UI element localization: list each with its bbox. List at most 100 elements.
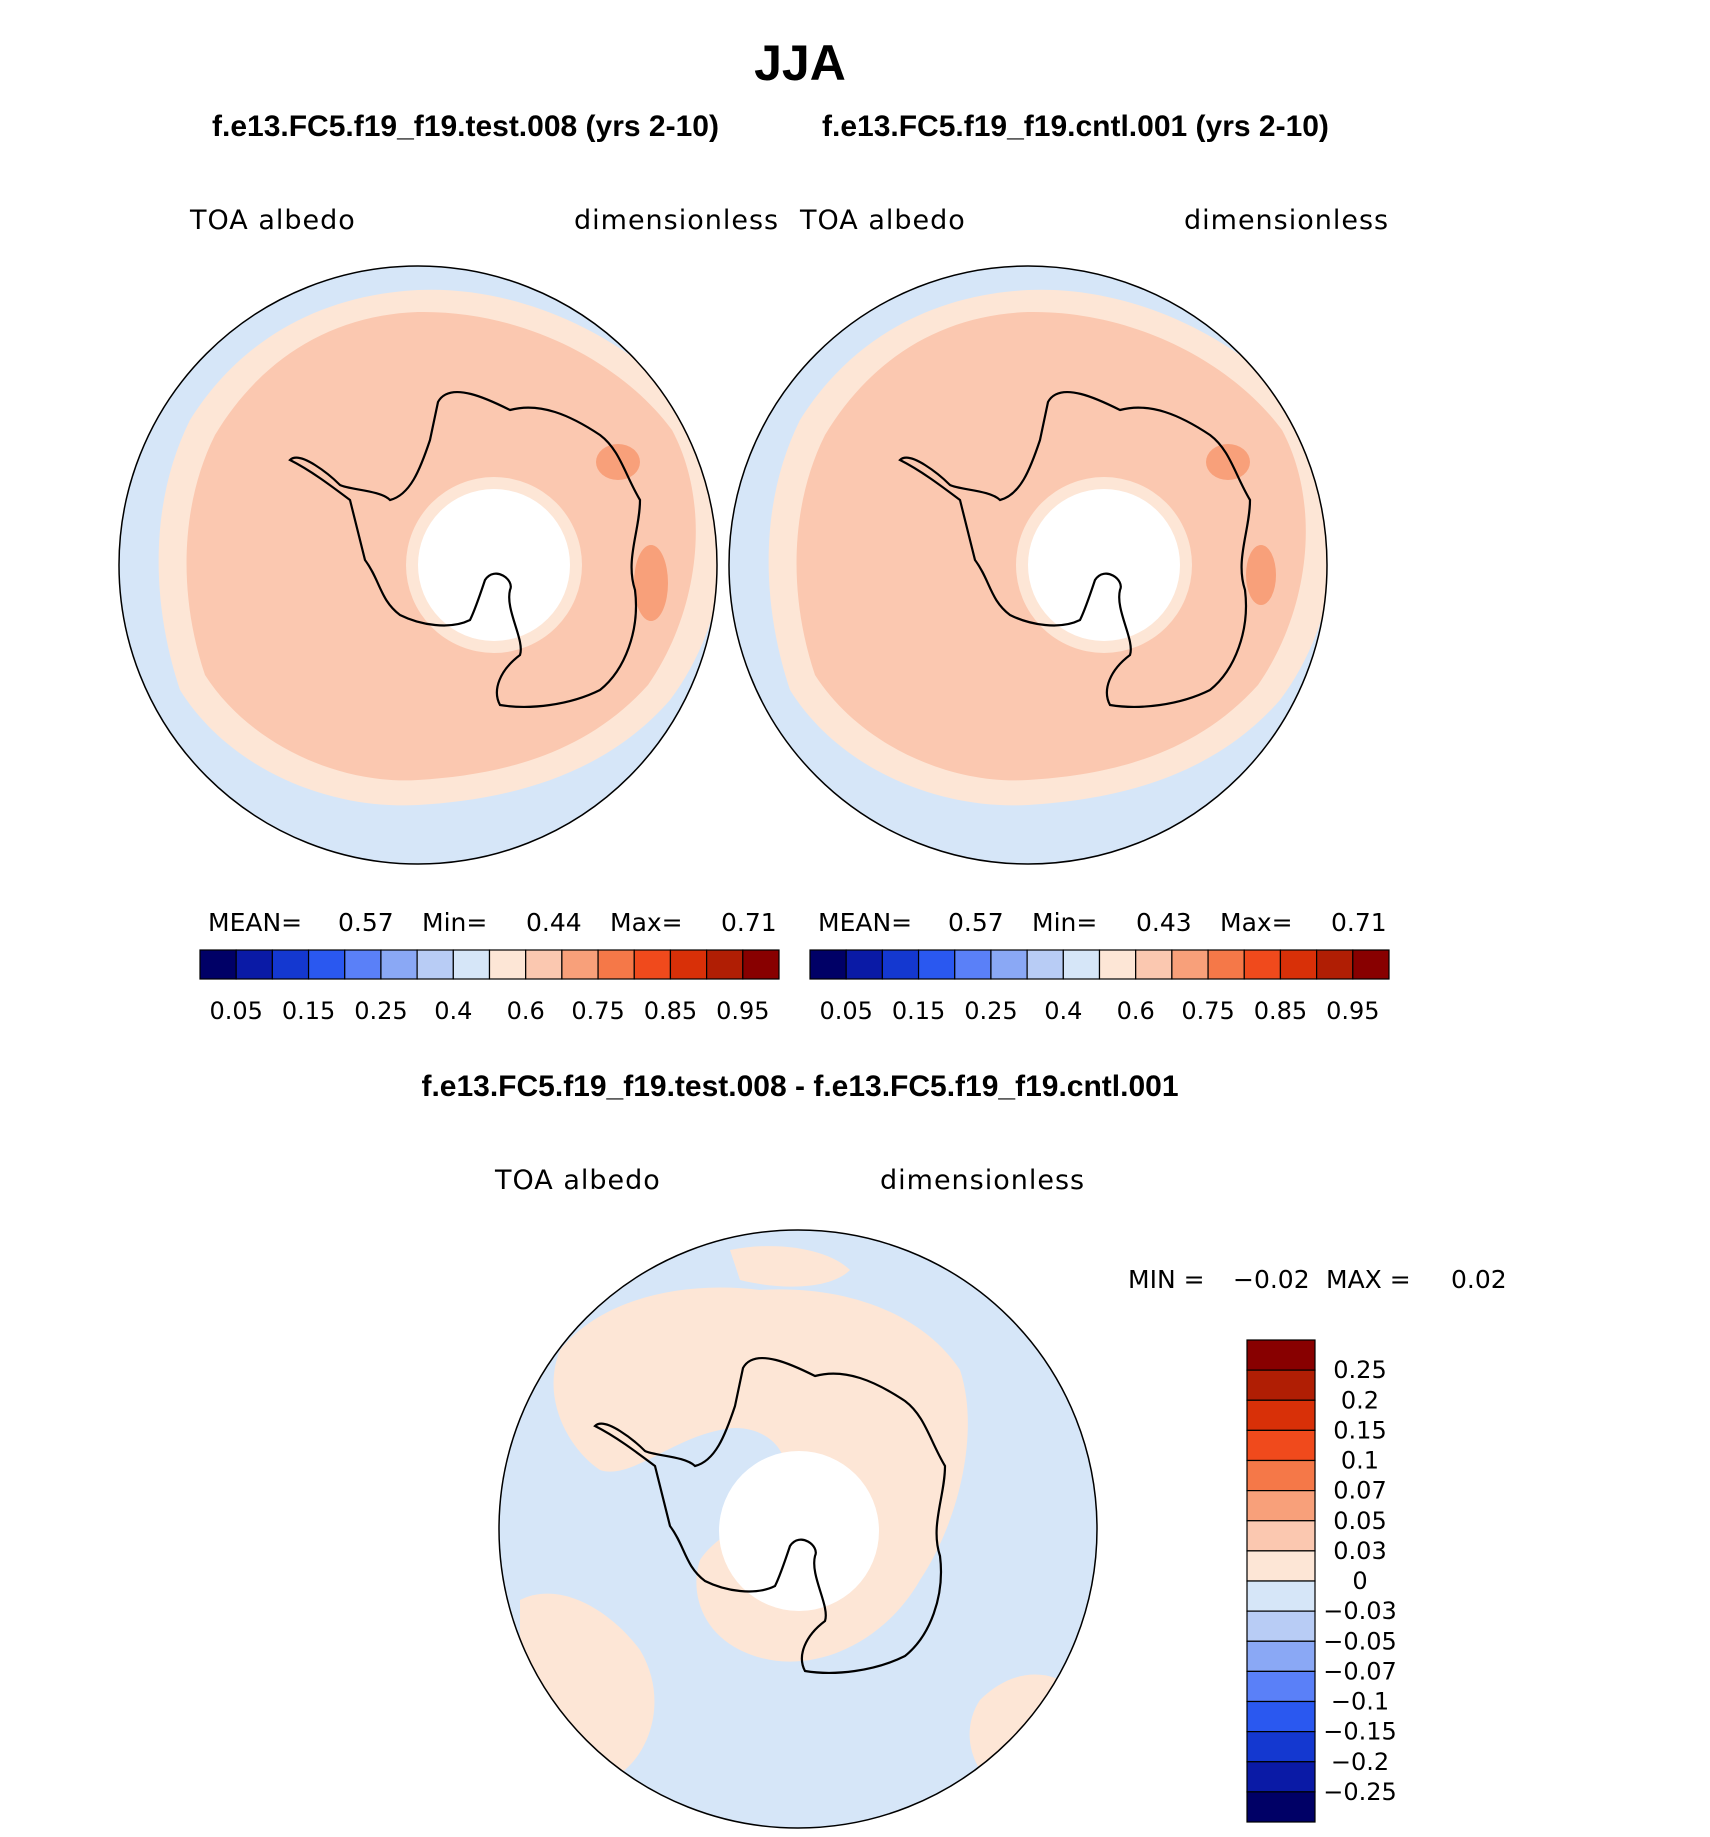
difference-colorbar-tick-label: 0.1	[1341, 1447, 1379, 1475]
panel-2-colorbar-box	[1135, 949, 1173, 980]
panel-2-colorbar-tick-label: 0.4	[1044, 997, 1082, 1025]
panel-2-map-border	[728, 265, 1328, 865]
panel-2-colorbar-box	[1062, 949, 1101, 980]
panel-1-colorbar-tick-label: 0.6	[507, 997, 545, 1025]
difference-colorbar-tick-label: −0.03	[1323, 1597, 1397, 1625]
panel-2-colorbar-box	[954, 949, 992, 980]
difference-pole-hole	[719, 1451, 879, 1611]
panel-2-colorbar-tick-label: 0.6	[1117, 997, 1155, 1025]
panel-2-colorbar-box	[917, 949, 956, 980]
panel-2-colorbar-tick-label: 0.85	[1254, 997, 1307, 1025]
panel-1-min-label: Min=	[422, 908, 488, 937]
panel-2-variable-label: TOA albedo	[800, 205, 966, 236]
difference-colorbar-box	[1246, 1490, 1316, 1522]
difference-colorbar-box	[1246, 1670, 1316, 1703]
panel-2-case-title: f.e13.FC5.f19_f19.cntl.001 (yrs 2-10)	[822, 110, 1329, 143]
panel-1-map-border	[118, 265, 718, 865]
panel-2-colorbar-box	[809, 949, 847, 980]
panel-1-colorbar-box	[742, 949, 780, 980]
difference-colorbar-box	[1246, 1550, 1316, 1582]
panel-1-colorbar-tick-label: 0.75	[571, 997, 624, 1025]
panel-1-max-label: Max=	[610, 908, 683, 937]
difference-colorbar-tick-label: −0.05	[1323, 1627, 1397, 1655]
difference-min-label: MIN =	[1128, 1265, 1205, 1294]
panel-2-colorbar-box	[1243, 949, 1282, 980]
difference-colorbar-tick-label: 0.05	[1333, 1507, 1386, 1535]
panel-1-colorbar-tick-label: 0.95	[716, 997, 769, 1025]
difference-colorbar-box	[1246, 1791, 1316, 1823]
panel-2-pole-hole	[1028, 489, 1180, 641]
panel-2-mean-label: MEAN=	[818, 908, 913, 937]
difference-colorbar: 0.250.20.150.10.070.050.030−0.03−0.05−0.…	[1246, 1339, 1397, 1823]
difference-colorbar-box	[1246, 1339, 1316, 1371]
panel-2-colorbar-box	[1098, 949, 1137, 980]
panel-1-colorbar-box	[488, 949, 527, 980]
panel-1-max-region-b	[634, 545, 668, 621]
panel-2-colorbar-box	[881, 949, 920, 980]
panel-1-max-value: 0.71	[721, 908, 777, 937]
panel-1-units-label: dimensionless	[574, 205, 780, 236]
panel-1-colorbar-box	[416, 949, 454, 980]
panel-1-colorbar: 0.05 0.15 0.25 0.4 0.6 0.75 0.85 0.95	[199, 949, 780, 1025]
difference-colorbar-tick-label: −0.07	[1323, 1657, 1397, 1685]
panel-2-colorbar-box	[1279, 949, 1318, 980]
difference-colorbar-box	[1246, 1459, 1316, 1492]
panel-1-mean-value: 0.57	[338, 908, 394, 937]
difference-min-value: −0.02	[1233, 1265, 1310, 1294]
difference-max-label: MAX =	[1326, 1265, 1411, 1294]
panel-1-colorbar-tick-label: 0.85	[644, 997, 697, 1025]
panel-2-map	[728, 265, 1328, 865]
panel-2-min-value: 0.43	[1136, 908, 1192, 937]
difference-colorbar-box	[1246, 1731, 1316, 1763]
difference-colorbar-tick-label: −0.25	[1323, 1778, 1397, 1806]
panel-2-min-label: Min=	[1032, 908, 1098, 937]
difference-positive-region-d	[730, 1246, 850, 1287]
panel-1-colorbar-tick-label: 0.05	[209, 997, 262, 1025]
difference-title: f.e13.FC5.f19_f19.test.008 - f.e13.FC5.f…	[421, 1070, 1179, 1103]
panel-2-colorbar-tick-label: 0.25	[964, 997, 1017, 1025]
panel-1-colorbar-box	[633, 949, 672, 980]
panel-2-units-label: dimensionless	[1184, 205, 1390, 236]
panel-2-colorbar-tick-label: 0.05	[819, 997, 872, 1025]
panel-1-min-value: 0.44	[526, 908, 582, 937]
difference-colorbar-tick-label: 0.15	[1333, 1416, 1386, 1444]
panel-2-colorbar-box	[845, 949, 883, 980]
panel-2-mean-value: 0.57	[948, 908, 1004, 937]
panel-1-colorbar-tick-label: 0.4	[434, 997, 472, 1025]
panel-2-colorbar-tick-label: 0.15	[892, 997, 945, 1025]
difference-colorbar-box	[1246, 1580, 1316, 1612]
difference-colorbar-box	[1246, 1369, 1316, 1401]
panel-1-colorbar-box	[561, 949, 599, 980]
panel-1-colorbar-box	[235, 949, 273, 980]
panel-1-colorbar-box	[271, 949, 310, 980]
difference-colorbar-box	[1246, 1640, 1316, 1672]
panel-2-colorbar-box	[1207, 949, 1245, 980]
panel-1-variable-label: TOA albedo	[190, 205, 356, 236]
panel-2-colorbar: 0.05 0.15 0.25 0.4 0.6 0.75 0.85 0.95	[809, 949, 1390, 1025]
panel-2-max-region-a	[1206, 444, 1250, 480]
panel-1-colorbar-tick-label: 0.25	[354, 997, 407, 1025]
panel-1-case-title: f.e13.FC5.f19_f19.test.008 (yrs 2-10)	[212, 110, 719, 143]
panel-1-colorbar-box	[307, 949, 346, 980]
difference-map-border	[498, 1229, 1098, 1829]
difference-colorbar-tick-label: 0.2	[1341, 1386, 1379, 1414]
panel-2-max-label: Max=	[1220, 908, 1293, 937]
difference-colorbar-tick-label: 0	[1352, 1567, 1367, 1595]
difference-colorbar-box	[1246, 1399, 1316, 1431]
panel-1-map	[118, 265, 718, 865]
panel-1-colorbar-box	[706, 949, 744, 980]
panel-2-colorbar-box	[1316, 949, 1354, 980]
panel-1-colorbar-box	[669, 949, 708, 980]
panel-1-colorbar-tick-label: 0.15	[282, 997, 335, 1025]
panel-1-colorbar-box	[344, 949, 382, 980]
panel-1-colorbar-box	[199, 949, 237, 980]
difference-colorbar-tick-label: 0.07	[1333, 1477, 1386, 1505]
panel-2-colorbar-tick-label: 0.95	[1326, 997, 1379, 1025]
panel-2-max-value: 0.71	[1331, 908, 1387, 937]
panel-1-colorbar-box	[452, 949, 491, 980]
difference-colorbar-box	[1246, 1700, 1316, 1733]
difference-colorbar-box	[1246, 1610, 1316, 1642]
panel-2-colorbar-box	[990, 949, 1028, 980]
panel-1-pole-hole	[418, 489, 570, 641]
